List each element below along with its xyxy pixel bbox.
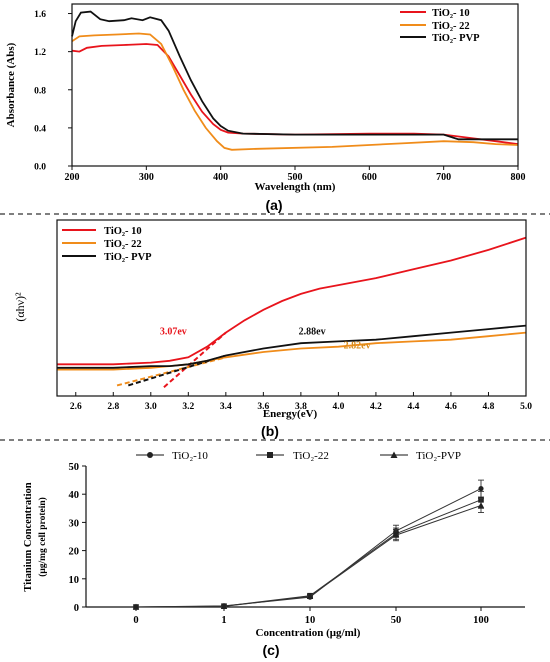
panel-b-y-label: (αhν)²	[13, 292, 27, 322]
x-tick-label-b: 3.6	[257, 402, 269, 412]
y-tick-label-c: 50	[69, 462, 80, 473]
panel-a-y-label: Absorbance (Abs)	[5, 42, 17, 127]
y-tick-label-c: 0	[74, 603, 79, 614]
panel-b-x-label: Energy(eV)	[263, 408, 318, 420]
legend-c-label-tio2-10: TiO₂-10	[172, 450, 208, 462]
series-line-a-tio-22	[71, 32, 519, 151]
panel-c: TiO₂-10 TiO₂-22 TiO₂-PVP 0 10 20 30 40 50 0 1 10…	[23, 450, 525, 658]
panel-c-y-label-line2: (μg/mg cell protein)	[37, 497, 48, 577]
panel-a: 200 300 400 500 600 700 800 0.0 0.4 0.8 1.2 1.6 Wav…	[5, 3, 526, 213]
panel-c-plot-area	[132, 479, 485, 610]
panel-a-caption: (a)	[265, 197, 282, 213]
data-point-c-tio-pvp	[220, 603, 228, 610]
panel-c-legend: TiO₂-10 TiO₂-22 TiO₂-PVP	[136, 450, 461, 462]
panel-c-y-label-line1: Titanium Concentration	[23, 482, 34, 591]
x-tick-label-b: 3.4	[220, 402, 232, 412]
legend-b-label-tio2-10: TiO₂- 10	[104, 226, 142, 237]
panel-b-ticks: 2.6 2.8 3.0 3.2 3.4 3.6 3.8 4.0 4.2 4.4 4.6 4.8 5.0	[70, 392, 532, 412]
legend-c-marker-triangle	[390, 451, 398, 458]
x-tick-label-c: 100	[473, 615, 489, 626]
x-tick-label-b: 4.4	[408, 402, 420, 412]
x-tick-label-a: 200	[65, 172, 80, 183]
x-tick-label-a: 400	[213, 172, 228, 183]
x-tick-label-b: 5.0	[520, 402, 532, 412]
y-tick-label-a: 1.2	[34, 48, 46, 58]
tangent-line-b	[127, 354, 227, 387]
legend-b-label-tio2-22: TiO₂- 22	[104, 239, 142, 250]
legend-c-marker-circle	[147, 452, 153, 458]
x-tick-label-c: 0	[133, 615, 138, 626]
x-tick-label-b: 3.0	[145, 402, 157, 412]
panel-a-x-label: Wavelength (nm)	[255, 181, 336, 193]
x-tick-label-b: 3.8	[295, 402, 307, 412]
y-tick-label-c: 30	[69, 518, 80, 529]
x-tick-label-a: 800	[511, 172, 526, 183]
y-tick-label-a: 0.0	[34, 163, 46, 173]
panel-c-x-label: Concentration (μg/ml)	[256, 627, 361, 639]
annotation-b-2-88ev: 2.88ev	[299, 326, 326, 337]
data-point-c-tio-10	[478, 485, 484, 492]
legend-a-label-tio2-pvp: TiO₂- PVP	[432, 33, 480, 44]
legend-c-label-tio2-pvp: TiO₂-PVP	[416, 450, 461, 462]
data-point-c-tio-pvp	[392, 531, 400, 538]
x-tick-label-b: 4.0	[332, 402, 344, 412]
x-tick-label-b: 4.8	[483, 402, 495, 412]
y-tick-label-a: 0.8	[34, 86, 46, 96]
y-tick-label-c: 40	[69, 490, 80, 501]
x-tick-label-b: 2.6	[70, 402, 82, 412]
series-line-c-tio-22	[135, 499, 482, 608]
panel-b-frame	[56, 219, 527, 397]
panel-c-caption: (c)	[262, 642, 279, 658]
x-tick-label-a: 300	[139, 172, 154, 183]
series-line-b-tio-22	[57, 331, 527, 371]
data-point-c-tio-pvp	[132, 603, 140, 610]
tangent-line-b	[116, 356, 227, 387]
legend-c-label-tio2-22: TiO₂-22	[293, 450, 329, 462]
y-tick-label-c: 10	[69, 575, 80, 586]
legend-a-label-tio2-10: TiO₂- 10	[432, 8, 470, 19]
panel-b-plot-area: 3.07ev 2.88ev 2.82ev	[57, 236, 527, 388]
series-line-b-tio-10	[57, 236, 527, 366]
series-line-a-tio-pvp	[71, 10, 518, 141]
annotation-b-2-82ev: 2.82ev	[344, 340, 371, 351]
series-line-c-tio-10	[135, 488, 482, 608]
panel-a-legend: TiO₂- 10 TiO₂- 22 TiO₂- PVP	[400, 8, 480, 44]
panel-a-ticks: 200 300 400 500 600 700 800 0.0 0.4 0.8 1.2 1.6	[34, 10, 525, 183]
panel-b: 3.07ev 2.88ev 2.82ev 2.6 2.8 3.0 3.2 3.4 3.6 3.8…	[13, 219, 532, 439]
panel-b-caption: (b)	[261, 423, 279, 439]
panel-c-axes: 0 10 20 30 40 50 0 1 10 50 100	[69, 462, 525, 626]
panel-b-legend: TiO₂- 10 TiO₂- 22 TiO₂- PVP	[62, 226, 152, 263]
y-tick-label-c: 20	[69, 547, 80, 558]
x-tick-label-a: 700	[436, 172, 451, 183]
data-point-c-tio-pvp	[477, 502, 485, 509]
x-tick-label-b: 4.6	[445, 402, 457, 412]
annotation-b-3-07ev: 3.07ev	[160, 326, 187, 337]
x-tick-label-b: 2.8	[107, 402, 119, 412]
x-tick-label-c: 10	[305, 615, 316, 626]
x-tick-label-b: 3.2	[182, 402, 194, 412]
x-tick-label-c: 1	[221, 615, 226, 626]
panel-a-plot-area	[71, 10, 519, 151]
x-tick-label-a: 600	[362, 172, 377, 183]
data-point-c-tio-pvp	[306, 592, 314, 599]
y-tick-label-a: 0.4	[34, 124, 46, 134]
x-tick-label-b: 4.2	[370, 402, 382, 412]
tangent-line-b	[163, 331, 227, 388]
legend-c-marker-square	[267, 452, 273, 458]
y-tick-label-a: 1.6	[34, 10, 46, 20]
x-tick-label-c: 50	[391, 615, 402, 626]
legend-b-label-tio2-pvp: TiO₂- PVP	[104, 252, 152, 263]
series-line-b-tio-pvp	[57, 324, 527, 369]
series-line-a-tio-10	[71, 43, 519, 145]
x-tick-label-a: 500	[288, 172, 303, 183]
legend-a-label-tio2-22: TiO₂- 22	[432, 21, 470, 32]
